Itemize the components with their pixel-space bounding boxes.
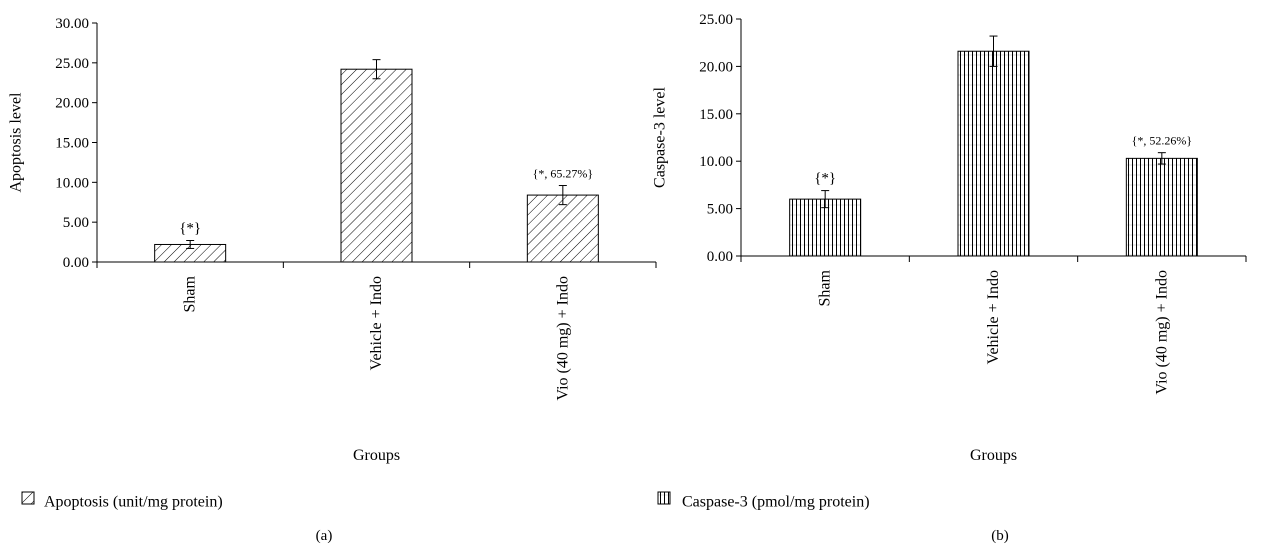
y-tick-label: 15.00 bbox=[55, 136, 89, 152]
bar bbox=[957, 50, 1030, 257]
bar bbox=[1125, 157, 1198, 257]
y-tick-label: 20.00 bbox=[55, 96, 89, 112]
panel-label: (a) bbox=[316, 528, 333, 544]
y-tick-label: 25.00 bbox=[699, 12, 733, 28]
x-category-label: Vehicle + Indo bbox=[985, 270, 1002, 364]
x-category-label: Sham bbox=[182, 275, 199, 312]
legend-label: Apoptosis (unit/mg protein) bbox=[44, 494, 223, 511]
x-category-label: Vio (40 mg) + Indo bbox=[554, 276, 571, 401]
x-category-label: Vehicle + Indo bbox=[368, 276, 385, 370]
significance-annotation: {*} bbox=[179, 220, 201, 236]
chart-panel-b: 0.00 5.00 10.00 15.00 20.00 25.00 Caspase-3 le… bbox=[652, 12, 1247, 544]
y-tick-label: 30.00 bbox=[55, 16, 89, 32]
y-tick-label: 5.00 bbox=[63, 215, 89, 231]
y-tick-label: 10.00 bbox=[699, 154, 733, 170]
y-axis-title: Caspase-3 level bbox=[652, 87, 669, 188]
chart-panel-a: 0.00 5.00 10.00 15.00 20.00 25.00 30.00 Apoptos… bbox=[8, 16, 657, 544]
y-tick-label: 0.00 bbox=[707, 249, 733, 265]
significance-annotation: {*} bbox=[814, 171, 836, 187]
y-tick-label: 10.00 bbox=[55, 175, 89, 191]
x-category-label: Sham bbox=[817, 269, 834, 306]
y-tick-label: 20.00 bbox=[699, 59, 733, 75]
legend-swatch bbox=[21, 491, 35, 505]
panel-label: (b) bbox=[991, 528, 1009, 544]
y-tick-label: 5.00 bbox=[707, 202, 733, 218]
significance-annotation: {*, 65.27%} bbox=[533, 167, 594, 181]
y-tick-label: 15.00 bbox=[699, 107, 733, 123]
significance-annotation: {*, 52.26%} bbox=[1132, 134, 1193, 148]
x-axis-title: Groups bbox=[970, 447, 1017, 464]
y-axis-title: Apoptosis level bbox=[8, 92, 25, 193]
y-tick-label: 25.00 bbox=[55, 56, 89, 72]
y-tick-label: 0.00 bbox=[63, 255, 89, 271]
bar bbox=[340, 68, 413, 263]
bar bbox=[526, 194, 599, 263]
bar bbox=[789, 198, 862, 257]
legend-label: Caspase-3 (pmol/mg protein) bbox=[682, 494, 870, 511]
x-category-label: Vio (40 mg) + Indo bbox=[1153, 270, 1170, 395]
x-axis-title: Groups bbox=[353, 447, 400, 464]
legend-swatch bbox=[657, 491, 671, 505]
